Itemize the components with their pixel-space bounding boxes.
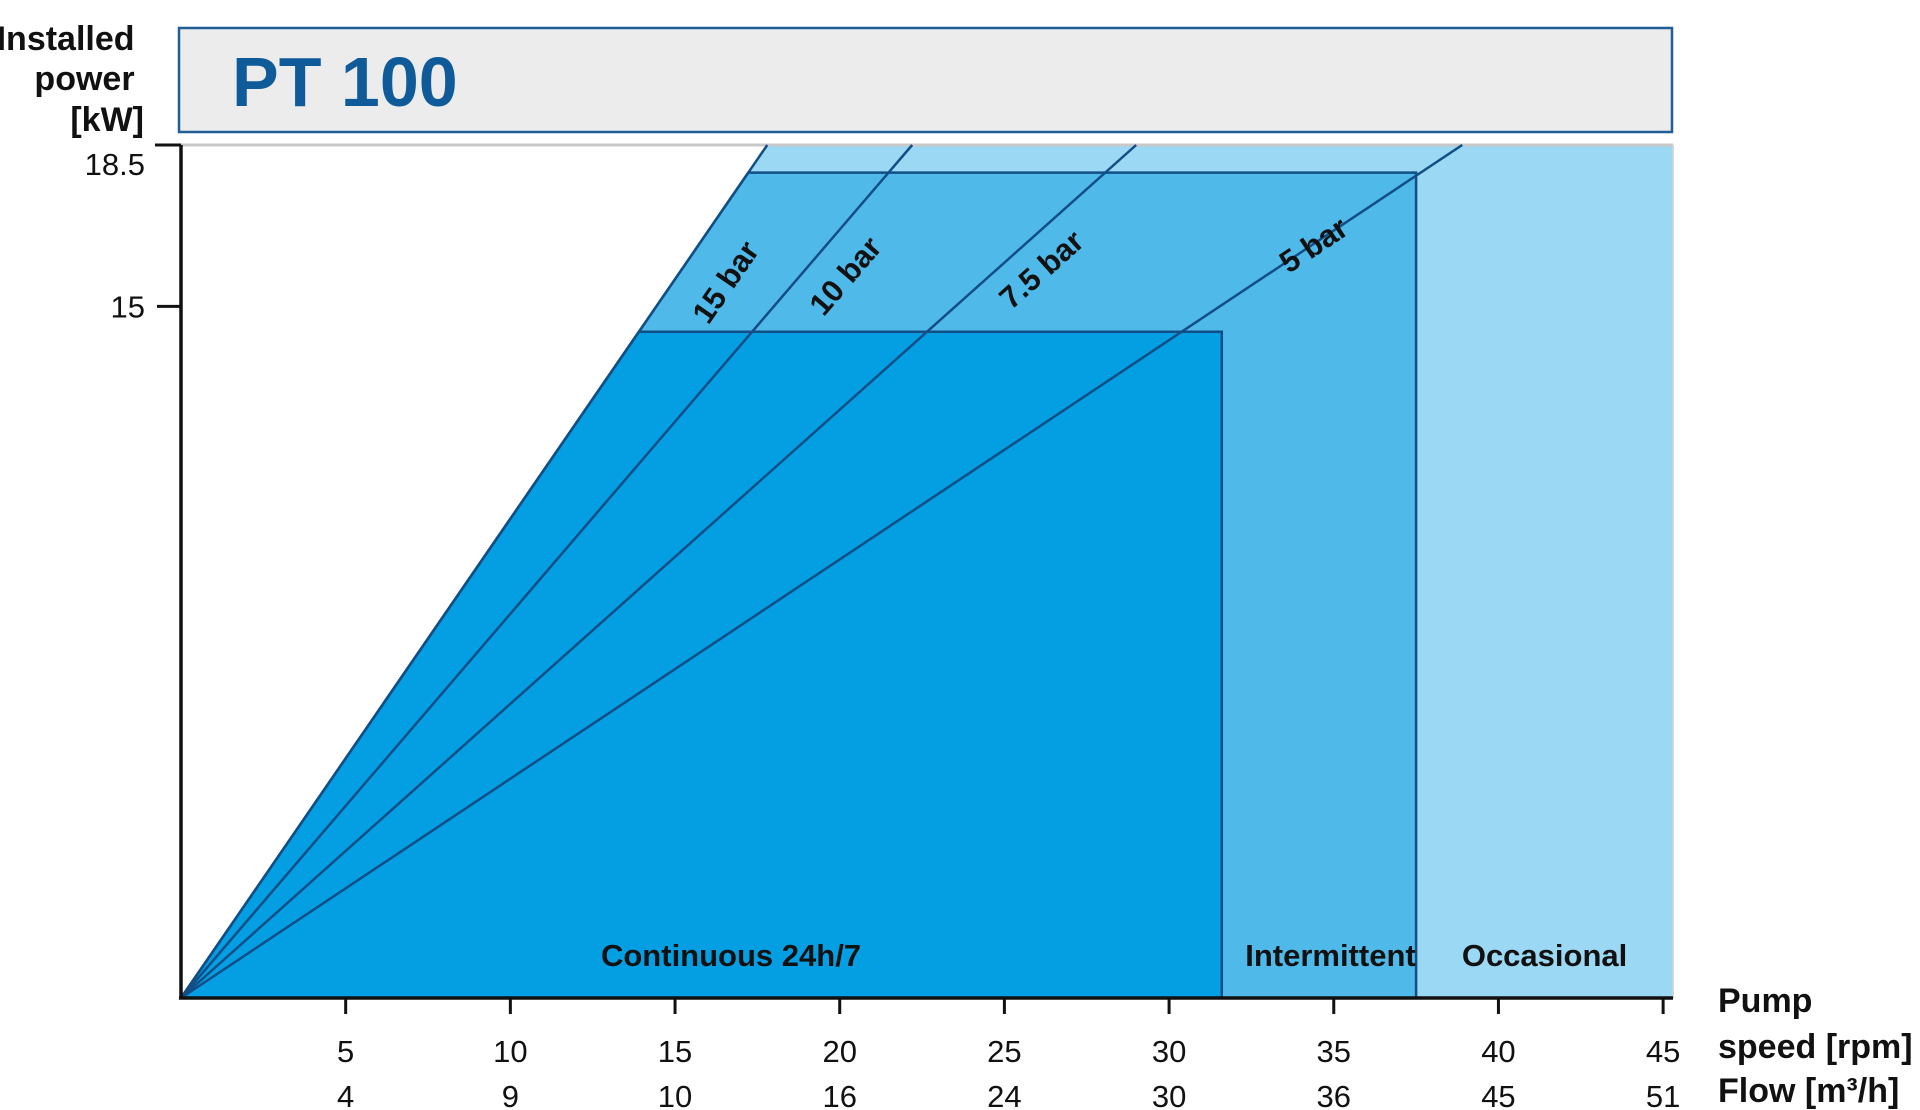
x-tick-label-speed: 45	[1646, 1034, 1680, 1069]
y-tick-label: 18.5	[85, 147, 145, 182]
region-label-continuous-24h-7: Continuous 24h/7	[601, 938, 861, 973]
y-axis-title-line-3: [kW]	[70, 101, 144, 139]
x-tick-label-speed: 20	[822, 1034, 856, 1069]
pressure-curves-layer	[179, 143, 1463, 1000]
curve-7-5-bar	[180, 144, 1137, 999]
x-tick-label-speed: 5	[337, 1034, 354, 1069]
x-axis-title: Pump speed [rpm] Flow [m³/h]	[1718, 982, 1920, 1110]
x-tick-label-flow: 16	[822, 1079, 856, 1110]
x-tick-label-speed: 25	[987, 1034, 1021, 1069]
x-axis-title-line-3: Flow [m³/h]	[1718, 1072, 1899, 1110]
curve-10-bar	[180, 144, 914, 999]
title-box	[177, 26, 1674, 134]
x-tick-label-flow: 10	[658, 1079, 692, 1110]
curve-15-bar	[179, 144, 769, 999]
curve-5-bar	[180, 143, 1463, 1000]
x-tick-label-flow: 36	[1317, 1079, 1351, 1110]
y-axis-title: Installed power [kW]	[0, 20, 144, 139]
region-label-intermittent: Intermittent	[1245, 938, 1416, 973]
x-tick-label-speed: 30	[1152, 1034, 1186, 1069]
x-tick-label-speed: 35	[1317, 1034, 1351, 1069]
x-tick-label-flow: 9	[502, 1079, 519, 1110]
x-tick-label-flow: 51	[1646, 1079, 1680, 1110]
x-tick-label-speed: 15	[658, 1034, 692, 1069]
x-tick-label-speed: 40	[1481, 1034, 1515, 1069]
region-label-occasional: Occasional	[1462, 938, 1627, 973]
x-tick-label-flow: 45	[1481, 1079, 1515, 1110]
x-tick-label-flow: 24	[987, 1079, 1021, 1110]
chart-title: PT 100	[232, 43, 458, 121]
y-tick-label: 15	[111, 289, 145, 324]
x-axis-title-line-2: speed [rpm]	[1718, 1028, 1913, 1066]
y-axis-title-line-2: power	[34, 60, 134, 98]
x-tick-label-flow: 4	[337, 1079, 354, 1110]
x-axis-title-line-1: Pump	[1718, 982, 1812, 1020]
region-continuous-24h-7	[178, 330, 1224, 1000]
y-axis-title-line-1: Installed	[0, 20, 135, 58]
regions-layer	[178, 143, 1674, 1000]
x-tick-label-speed: 10	[493, 1034, 527, 1069]
axes-layer: 15 18.5 5 4 10 9 15 10 20 16 25 24 30 30 35 36 40 45 45 51	[85, 143, 1680, 1110]
x-tick-label-flow: 30	[1152, 1079, 1186, 1110]
